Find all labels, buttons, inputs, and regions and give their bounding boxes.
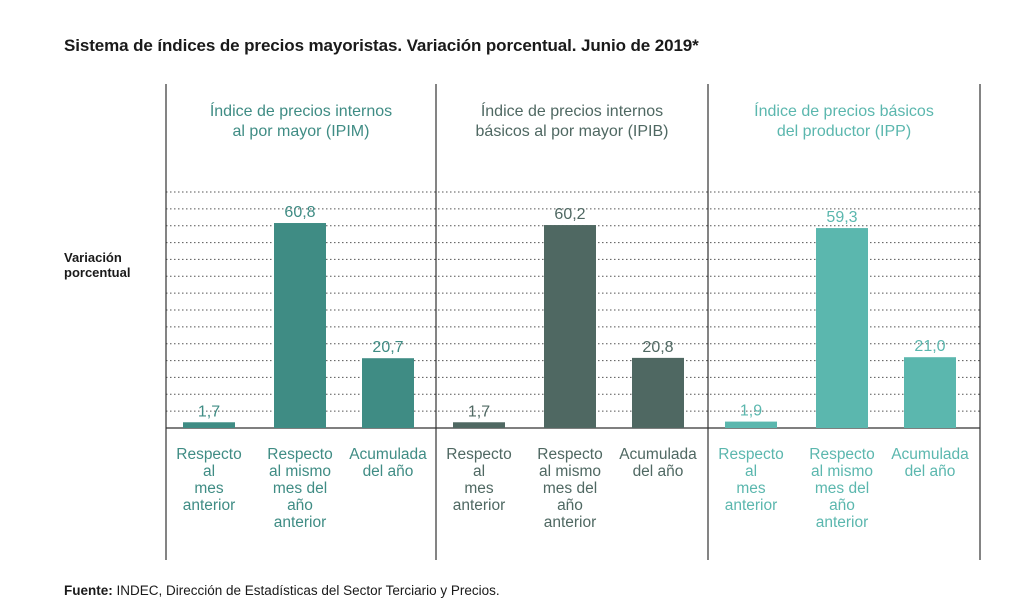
chart-title: Sistema de índices de precios mayoristas… [64,36,699,55]
data-label: 20,7 [372,339,403,356]
category-label-line: año [287,497,313,514]
category-label: Acumulada del año [891,446,969,480]
category-label-line: Acumulada [349,446,427,463]
panel-title: Índice de precios internos básicos al por… [476,101,669,140]
category-label-line: Respecto [537,446,602,463]
category-label-line: Respecto [809,446,874,463]
category-label-line: mes [736,480,766,497]
data-label: 1,7 [198,403,220,420]
bar [725,421,777,428]
panel-title-line: Índice de precios básicos [754,101,934,120]
panel-title-line: Índice de precios internos [481,101,663,120]
category-label-line: mes del [815,480,869,497]
category-label: Respecto al mes anterior [718,446,783,514]
category-label: Acumulada del año [349,446,427,480]
panel-title-line: básicos al por mayor (IPIB) [476,123,669,140]
category-label-line: anterior [274,514,327,531]
data-label: 20,8 [642,339,673,356]
category-label: Respecto al mismo mes del año anterior [809,446,874,531]
bar [183,422,235,428]
category-label-line: anterior [544,514,597,531]
y-axis-label-line: Variación [64,250,122,265]
panel-title-line: Índice de precios internos [210,101,392,120]
category-label-line: Respecto [176,446,241,463]
category-label: Respecto al mismo mes del año anterior [537,446,602,531]
data-label: 21,0 [914,338,945,355]
data-label: 59,3 [826,209,857,226]
category-label-line: año [557,497,583,514]
category-label-line: anterior [725,497,778,514]
category-label-line: Respecto [267,446,332,463]
category-label-line: mes [194,480,224,497]
category-label-line: al [745,463,757,480]
category-label: Acumulada del año [619,446,697,480]
panel-title: Índice de precios internos al por mayor (… [210,101,392,140]
category-label-line: Respecto [446,446,511,463]
category-label: Respecto al mes anterior [446,446,511,514]
category-label-line: al mismo [269,463,331,480]
category-label-line: al [203,463,215,480]
panel-title-line: del productor (IPP) [777,123,911,140]
bar [816,228,868,428]
bar [362,358,414,428]
source-note: Fuente: INDEC, Dirección de Estadísticas… [64,583,500,598]
category-label-line: al mismo [539,463,601,480]
category-label-line: al [473,463,485,480]
data-label: 1,9 [740,403,762,420]
category-label-line: anterior [183,497,236,514]
bar [904,357,956,428]
category-label-line: Respecto [718,446,783,463]
y-axis-label: Variación porcentual [64,250,130,280]
category-label-line: del año [905,463,956,480]
category-label-line: Acumulada [891,446,969,463]
category-label-line: del año [363,463,414,480]
category-label-line: año [829,497,855,514]
bar [632,357,684,428]
category-label-line: al mismo [811,463,873,480]
data-label: 60,2 [554,206,585,223]
bar [453,422,505,428]
panel-title-line: al por mayor (IPIM) [233,123,370,140]
data-label: 60,8 [284,204,315,221]
category-label: Respecto al mismo mes del año anterior [267,446,332,531]
category-label-line: mes del [273,480,327,497]
category-label-line: mes del [543,480,597,497]
bar [544,225,596,428]
source-label: Fuente: [64,583,113,598]
category-label-line: del año [633,463,684,480]
category-label: Respecto al mes anterior [176,446,241,514]
bar [274,223,326,428]
source-text: INDEC, Dirección de Estadísticas del Sec… [116,583,500,598]
data-label: 1,7 [468,403,490,420]
category-label-line: Acumulada [619,446,697,463]
category-label-line: anterior [453,497,506,514]
y-axis-label-line: porcentual [64,265,131,280]
category-label-line: anterior [816,514,869,531]
panel-title: Índice de precios básicos del productor (… [754,101,934,140]
category-label-line: mes [464,480,494,497]
